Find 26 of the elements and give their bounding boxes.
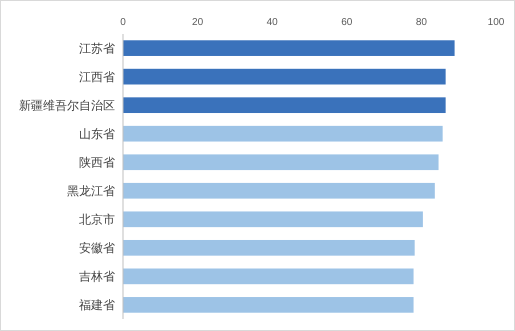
bar xyxy=(123,154,439,170)
bar xyxy=(123,268,414,284)
bar xyxy=(123,126,443,142)
y-tick-label: 江西省 xyxy=(79,70,115,84)
bar xyxy=(123,40,455,56)
y-tick-label: 江苏省 xyxy=(79,41,115,56)
x-tick-label: 60 xyxy=(341,17,353,28)
y-tick-label: 安徽省 xyxy=(79,241,115,256)
y-tick-label: 吉林省 xyxy=(79,270,115,284)
y-tick-label: 北京市 xyxy=(79,212,115,226)
bar xyxy=(123,211,423,228)
bar xyxy=(123,97,446,114)
bar xyxy=(123,182,435,199)
y-tick-label: 陕西省 xyxy=(79,155,115,170)
x-tick-label: 0 xyxy=(120,17,126,28)
x-tick-label: 80 xyxy=(416,17,428,28)
x-tick-label: 40 xyxy=(266,17,278,28)
bar xyxy=(123,68,446,84)
y-tick-label: 福建省 xyxy=(79,298,115,312)
y-tick-label: 新疆维吾尔自治区 xyxy=(19,98,115,112)
x-tick-label: 100 xyxy=(488,17,505,28)
bar xyxy=(123,297,414,313)
y-tick-label: 黑龙江省 xyxy=(67,184,115,198)
bar xyxy=(123,240,415,256)
y-tick-label: 山东省 xyxy=(79,126,115,141)
x-tick-label: 20 xyxy=(192,17,204,28)
